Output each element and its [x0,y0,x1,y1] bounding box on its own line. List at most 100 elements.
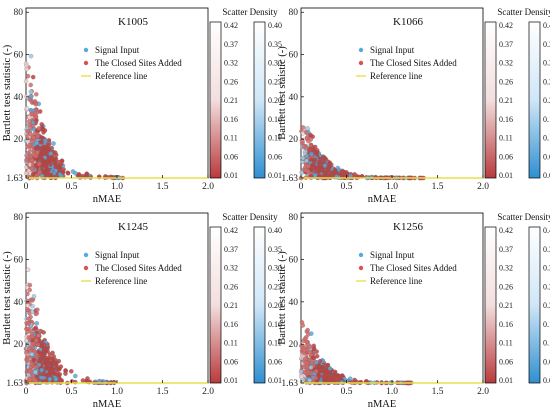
colorbar-blue-tick-label: 0.11 [543,339,550,348]
colorbar-title: Scatter Density [222,212,278,222]
closed-site-point [333,377,338,382]
closed-site-point [49,380,55,385]
legend-reference-label: Reference line [95,71,147,81]
closed-site-point [29,331,35,337]
y-axis-title: Bartlett test staistic (-) [277,46,288,140]
legend-closed-label: The Closed Sites Added [370,58,457,68]
closed-site-point [313,369,319,374]
closed-site-point [320,364,326,370]
colorbar-blue-tick-label: 0.25 [268,77,282,86]
colorbar-blue-tick-label: 0.35 [268,245,282,254]
x-tick-label: 1.0 [111,387,123,397]
closed-site-point [48,360,53,366]
colorbar-red-tick-label: 0.42 [224,21,238,30]
closed-site-point [326,168,331,174]
signal-point [26,341,32,346]
closed-site-point [301,347,307,353]
closed-site-point [44,164,49,169]
legend-closed-label: The Closed Sites Added [95,263,182,273]
closed-site-point [25,128,30,134]
closed-site-point [339,373,345,378]
chart-panel-K1066: 0 0.5 1.0 1.5 2.0 1.63 20 40 60 80 nMAE Bartlett te… [277,7,550,205]
colorbar-blue [253,226,266,384]
x-tick-label: 1.0 [111,182,123,192]
signal-point [39,375,45,380]
signal-point [48,151,54,156]
chart-panel-K1245: 0 0.5 1.0 1.5 2.0 1.63 20 40 60 80 nMAE Bartlett te… [2,212,282,410]
colorbar-red-tick-label: 0.26 [499,282,513,291]
colorbar-red-tick-label: 0.42 [499,226,513,235]
closed-site-point [312,157,318,162]
closed-site-point [24,66,29,72]
closed-site-point [36,126,42,131]
closed-site-point [59,162,64,167]
signal-point [34,321,40,326]
closed-site-point [299,374,304,380]
colorbar-red-tick-label: 0.01 [224,376,238,385]
colorbar-blue-tick-label: 0.35 [543,245,550,254]
legend-signal-label: Signal Input [95,250,140,260]
colorbar-red [484,21,497,179]
colorbar-red-tick-label: 0.01 [499,376,513,385]
signal-point [299,170,305,175]
colorbar-red-tick-label: 0.42 [499,21,513,30]
y-tick-label: 1.63 [6,174,23,184]
colorbar-red-tick-label: 0.16 [224,320,238,329]
signal-point [73,373,78,379]
closed-site-point [48,366,53,372]
closed-site-point [35,333,41,338]
closed-site-point [42,342,47,348]
legend-signal-label: Signal Input [95,45,140,55]
closed-site-point [27,143,32,148]
signal-point [308,365,314,370]
closed-site-point [48,162,53,167]
closed-site-point [316,373,322,379]
legend-closed-label: The Closed Sites Added [370,263,457,273]
x-tick-label: 0.5 [66,387,78,397]
closed-site-point [35,157,40,162]
legend-closed-label: The Closed Sites Added [95,58,182,68]
closed-site-point [24,157,29,163]
plot-frame [25,212,209,384]
closed-site-point [58,364,64,369]
x-tick-label: 1.0 [386,182,398,192]
closed-site-point [54,366,60,372]
signal-point [42,138,48,143]
closed-site-point [327,164,332,170]
signal-point [28,108,34,113]
closed-site-point [42,128,48,133]
x-tick-label: 0 [299,182,304,192]
closed-site-point [61,167,66,172]
colorbar-blue [528,226,541,384]
legend: Signal Input The Closed Sites Added Refere… [81,250,182,286]
closed-site-point [63,368,68,373]
closed-site-point [31,135,36,140]
closed-site-point [27,148,33,154]
closed-site-point [332,167,338,173]
closed-site-point [27,377,33,383]
colorbar-blue-tick-label: 0.01 [543,171,550,180]
y-axis-title: Bartlett test statistic (-) [2,44,13,141]
signal-point [300,155,306,161]
colorbar-blue-tick-label: 0.06 [543,357,550,366]
y-tick-label: 1.63 [6,379,23,389]
x-tick-label: 0 [299,387,304,397]
closed-site-point [27,287,32,293]
x-axis-title: nMAE [93,399,122,410]
closed-site-point [302,370,308,375]
signal-point [298,369,304,375]
signal-point [28,89,34,95]
legend: Signal Input The Closed Sites Added Refere… [356,45,457,81]
chart-panel-K1005: 0 0.5 1.0 1.5 2.0 1.63 20 40 60 80 nMAE Bartlett te… [2,7,282,205]
closed-site-point [57,377,63,382]
y-tick-label: 20 [289,135,299,145]
colorbar-blue-tick-label: 0.20 [543,96,550,105]
closed-site-point [35,133,41,139]
colorbar-red-tick-label: 0.06 [499,152,513,161]
closed-site-point [317,159,322,164]
closed-site-point [41,330,46,335]
closed-site-point [39,122,44,127]
y-tick-label: 40 [289,298,299,308]
signal-point [53,377,58,382]
closed-site-point [35,342,41,348]
